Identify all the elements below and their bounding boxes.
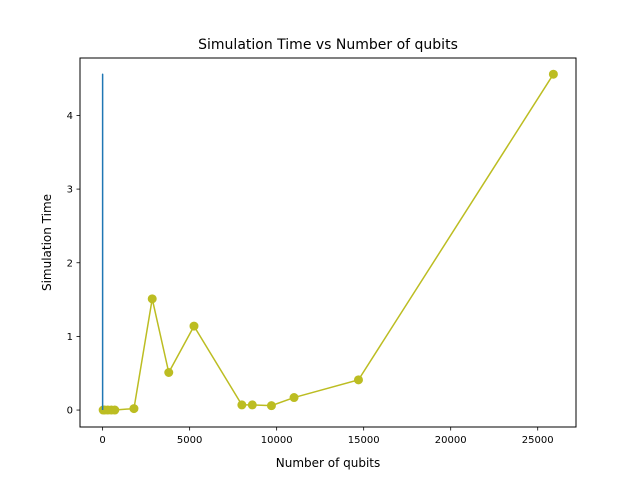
y-axis-label: Simulation Time: [40, 194, 54, 291]
y-tick-label: 1: [67, 332, 73, 343]
series-0-point-8: [189, 321, 199, 331]
series-0-point-4: [110, 405, 120, 415]
series-0-line: [103, 73, 555, 411]
y-axis: 0 1 2 3 4: [67, 111, 80, 417]
y-tick-label: 3: [67, 185, 73, 196]
series-0-point-6: [147, 294, 157, 304]
series-0-point-7: [164, 368, 174, 377]
chart-title: Simulation Time vs Number of qubits: [198, 37, 458, 53]
series-0-point-10: [247, 400, 257, 410]
y-tick-label: 2: [67, 258, 73, 269]
series-0-point-9: [237, 400, 247, 410]
plot-area: [98, 69, 558, 415]
x-tick-label: 0: [99, 435, 105, 446]
x-tick-label: 25000: [522, 435, 554, 446]
y-tick-label: 0: [67, 406, 73, 417]
x-tick-label: 15000: [348, 435, 380, 446]
x-tick-label: 10000: [261, 435, 293, 446]
x-axis: 0 5000 10000 15000 20000 25000: [99, 427, 554, 446]
series-0-point-14: [548, 69, 558, 79]
x-axis-label: Number of qubits: [276, 456, 381, 470]
series-0-point-11: [266, 401, 276, 411]
y-tick-label: 4: [67, 111, 73, 122]
x-tick-label: 5000: [177, 435, 202, 446]
axes-frame: [79, 57, 577, 428]
x-tick-label: 20000: [435, 435, 467, 446]
series-0-point-5: [129, 404, 139, 414]
series-0-point-12: [289, 393, 299, 403]
series-0-point-13: [353, 375, 363, 385]
